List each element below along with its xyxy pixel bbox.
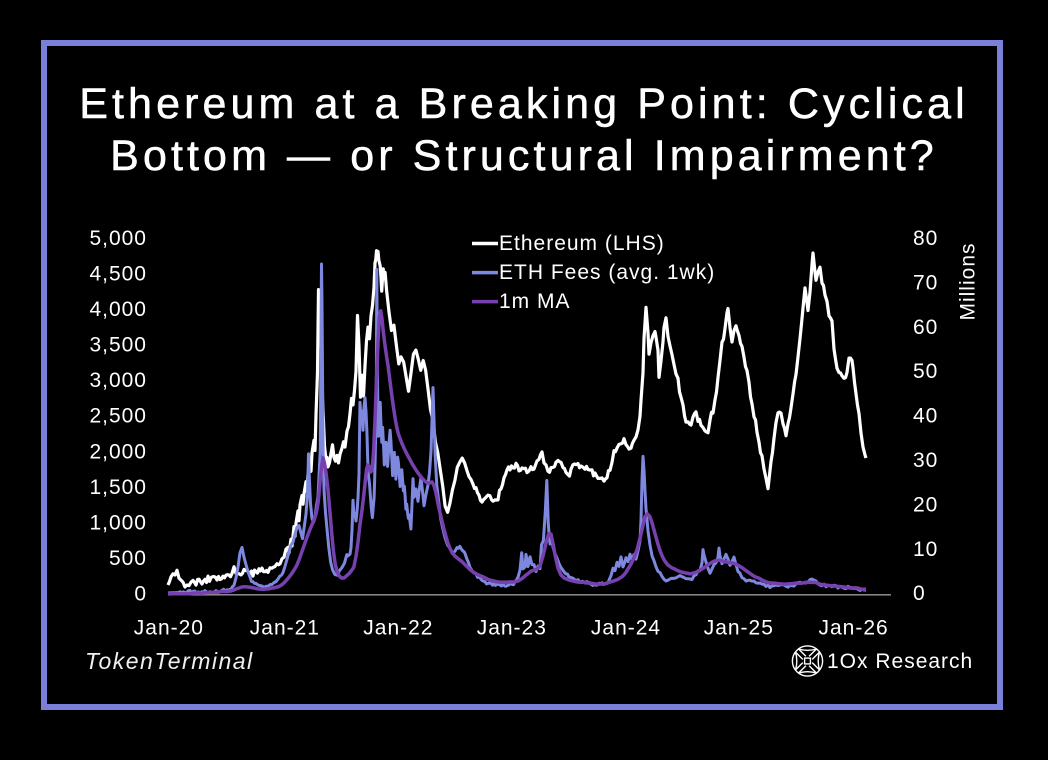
svg-text:Ethereum (LHS): Ethereum (LHS) [499,232,665,255]
svg-text:ETH Fees (avg. 1wk): ETH Fees (avg. 1wk) [499,261,715,284]
svg-text:Millions: Millions [957,242,980,320]
svg-text:0: 0 [913,582,926,605]
svg-text:40: 40 [913,405,938,428]
svg-text:2,500: 2,500 [89,405,147,428]
svg-text:10: 10 [913,538,938,561]
svg-text:Jan-21: Jan-21 [250,617,320,640]
svg-text:Jan-23: Jan-23 [477,617,547,640]
svg-text:3,000: 3,000 [89,369,147,392]
svg-text:20: 20 [913,493,938,516]
svg-text:0: 0 [134,583,147,606]
svg-text:30: 30 [913,449,938,472]
svg-text:Jan-22: Jan-22 [363,617,433,640]
svg-text:3,500: 3,500 [89,334,147,357]
svg-text:1m MA: 1m MA [499,290,571,313]
svg-text:4,000: 4,000 [89,298,147,321]
svg-text:500: 500 [109,547,147,570]
svg-text:Jan-24: Jan-24 [591,617,661,640]
svg-text:80: 80 [913,227,938,250]
svg-text:5,000: 5,000 [89,227,147,250]
svg-text:60: 60 [913,316,938,339]
svg-text:70: 70 [913,271,938,294]
svg-text:4,500: 4,500 [89,263,147,286]
svg-text:1,500: 1,500 [89,476,147,499]
svg-text:2,000: 2,000 [89,440,147,463]
svg-text:Jan-20: Jan-20 [134,617,204,640]
svg-text:Jan-26: Jan-26 [818,617,888,640]
svg-text:Jan-25: Jan-25 [704,617,774,640]
svg-text:50: 50 [913,360,938,383]
svg-text:1,000: 1,000 [89,511,147,534]
